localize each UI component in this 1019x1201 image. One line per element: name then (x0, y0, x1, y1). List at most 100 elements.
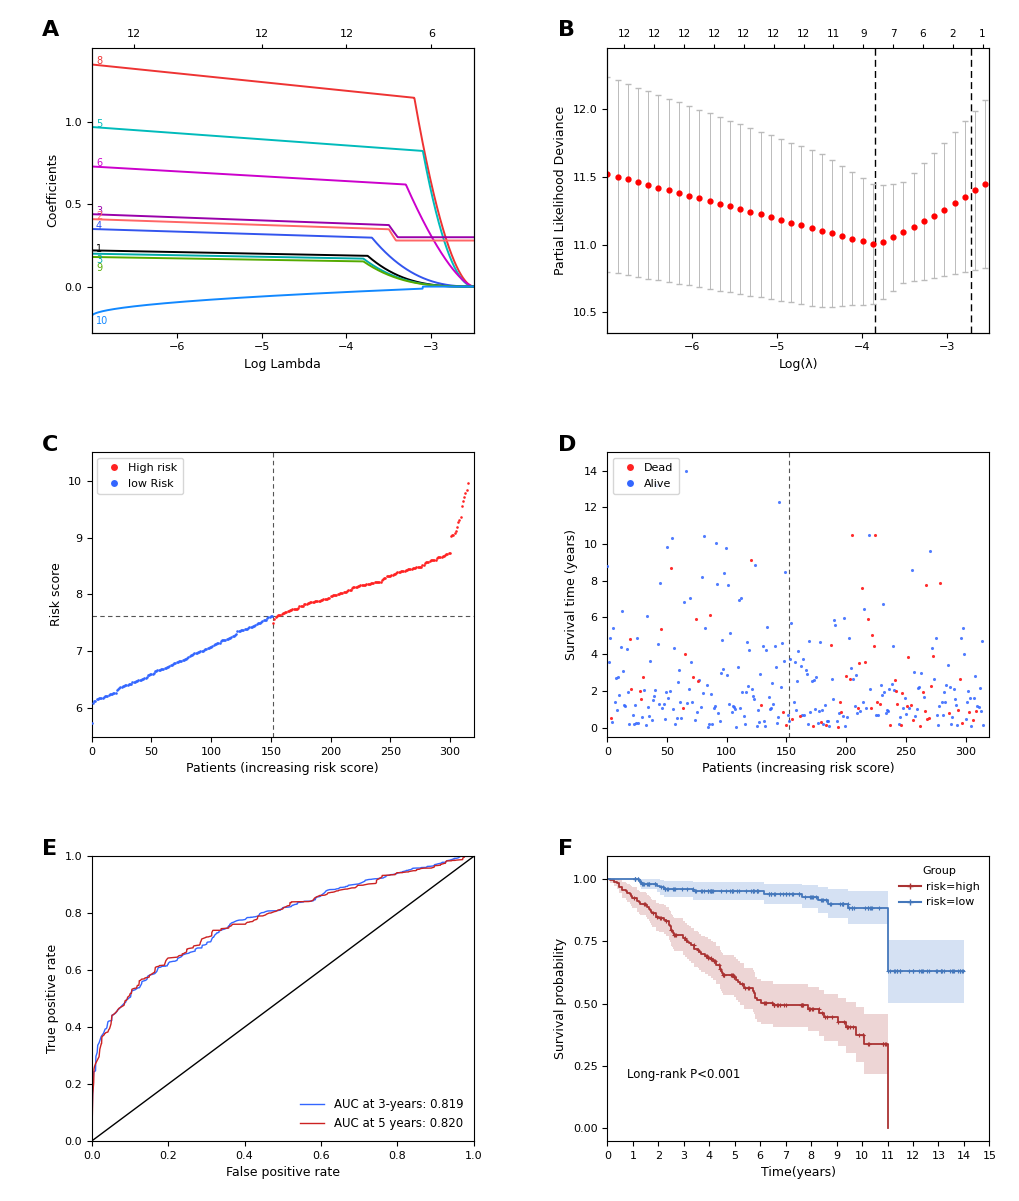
Point (287, 599, 304, 619)
Point (360, 574, 376, 593)
Point (774, 703, 791, 722)
Point (408, 557, 424, 576)
Point (389, 563, 406, 582)
Point (454, 491, 471, 510)
Point (806, 699, 822, 718)
Point (855, 599, 871, 619)
Point (854, 692, 870, 711)
Point (632, 689, 648, 709)
Point (163, 656, 179, 675)
Point (247, 615, 263, 634)
Point (358, 575, 374, 594)
Point (967, 701, 983, 721)
Point (265, 614, 281, 633)
Point (183, 645, 200, 664)
Point (323, 586, 339, 605)
X-axis label: Patients (increasing risk score): Patients (increasing risk score) (701, 763, 894, 775)
Point (619, 682, 635, 701)
Point (257, 611, 273, 631)
Point (111, 679, 127, 698)
Point (650, 694, 666, 713)
Point (686, 710, 702, 729)
Point (771, 677, 788, 697)
Point (779, 705, 795, 724)
Point (95, 688, 111, 707)
X-axis label: Patients (increasing risk score): Patients (increasing risk score) (186, 763, 379, 775)
Point (723, 697, 740, 716)
Point (233, 620, 250, 639)
Point (883, 637, 900, 656)
Point (105, 683, 121, 703)
Point (938, 655, 955, 674)
AUC at 5 years: 0.820: (0.976, 1): 0.820: (0.976, 1) (458, 849, 470, 864)
Point (626, 695, 642, 715)
Point (922, 676, 938, 695)
Point (120, 675, 137, 694)
Text: 10: 10 (96, 316, 108, 327)
Point (144, 665, 160, 685)
Point (328, 585, 344, 604)
Point (805, 670, 821, 689)
Point (112, 677, 128, 697)
Point (107, 683, 123, 703)
Point (146, 663, 162, 682)
Point (254, 611, 270, 631)
Point (706, 697, 722, 716)
AUC at 3-years: 0.819: (0.949, 0.993): 0.819: (0.949, 0.993) (447, 852, 460, 866)
Point (694, 683, 710, 703)
Point (216, 631, 232, 650)
Point (953, 713, 969, 733)
Y-axis label: True positive rate: True positive rate (46, 944, 59, 1053)
Point (733, 588, 749, 608)
AUC at 5 years: 0.820: (0.862, 0.957): 0.820: (0.862, 0.957) (415, 861, 427, 876)
Point (210, 634, 226, 653)
Point (116, 676, 132, 695)
Point (882, 674, 899, 693)
Point (603, 712, 620, 731)
Point (873, 685, 890, 704)
Point (819, 711, 836, 730)
Point (310, 591, 326, 610)
Point (801, 703, 817, 722)
Point (793, 705, 809, 724)
Point (117, 675, 133, 694)
Point (230, 622, 247, 641)
Point (363, 574, 379, 593)
Point (197, 640, 213, 659)
Point (322, 586, 338, 605)
Point (776, 562, 793, 581)
Point (840, 628, 856, 647)
Point (681, 588, 697, 608)
Point (222, 628, 238, 647)
Point (609, 668, 626, 687)
Text: 2: 2 (96, 211, 102, 221)
Point (909, 679, 925, 698)
Point (872, 676, 889, 695)
Point (379, 567, 395, 586)
Point (918, 709, 934, 728)
Point (205, 635, 221, 655)
Point (320, 588, 336, 608)
Point (387, 563, 404, 582)
Point (396, 561, 413, 580)
Point (173, 651, 190, 670)
Point (785, 693, 801, 712)
Point (302, 593, 318, 613)
Point (692, 697, 708, 716)
AUC at 5 years: 0.820: (1, 1): 0.820: (1, 1) (467, 849, 479, 864)
Point (135, 669, 151, 688)
Point (431, 548, 447, 567)
Point (899, 647, 915, 667)
Point (678, 461, 694, 480)
Point (842, 659, 858, 679)
Point (333, 584, 350, 603)
Point (699, 717, 715, 736)
Point (973, 632, 989, 651)
Point (313, 591, 329, 610)
Point (972, 701, 988, 721)
AUC at 5 years: 0.820: (0.983, 1): 0.820: (0.983, 1) (461, 849, 473, 864)
Point (289, 598, 306, 617)
Point (218, 629, 234, 649)
Point (426, 550, 442, 569)
Point (275, 603, 291, 622)
